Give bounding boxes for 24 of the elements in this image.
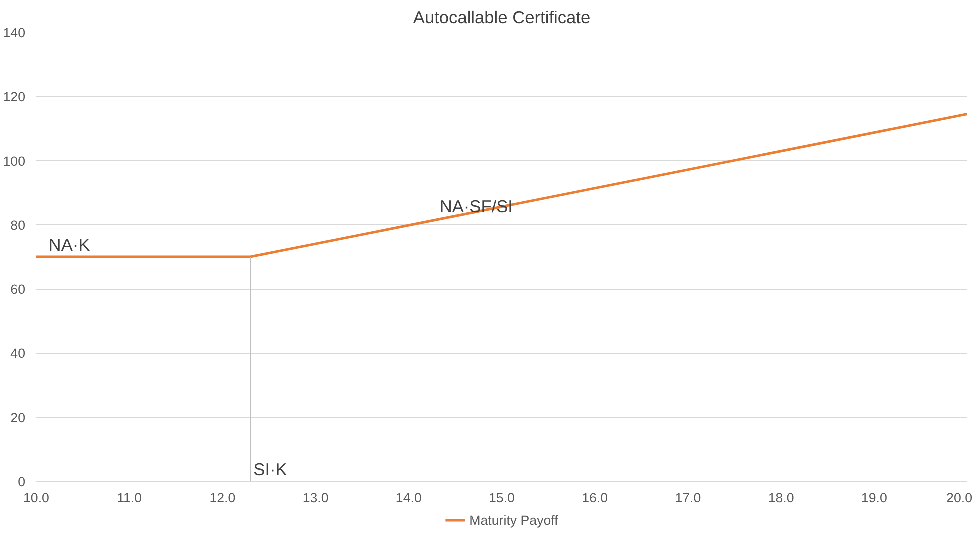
annotation: SI·K [254, 460, 288, 480]
y-tick-label: 140 [3, 26, 26, 40]
x-tick-label: 16.0 [582, 490, 608, 506]
y-tick-label: 0 [18, 474, 26, 490]
y-tick-label: 80 [10, 218, 26, 233]
x-tick-label: 10.0 [24, 490, 50, 506]
x-tick-label: 20.0 [946, 490, 972, 506]
x-tick-label: 12.0 [210, 490, 236, 506]
annotation: NA·K [48, 235, 91, 255]
x-tick-label: 18.0 [768, 490, 794, 506]
y-tick-label: 120 [3, 90, 26, 105]
x-tick-label: 11.0 [117, 490, 142, 506]
y-tick-label: 20 [10, 410, 26, 426]
chart-title: Autocallable Certificate [413, 8, 591, 28]
x-tick-label: 15.0 [489, 490, 515, 506]
y-tick-label: 60 [10, 282, 26, 298]
x-tick-label: 13.0 [302, 490, 329, 506]
annotation: NA·SF/SI [440, 196, 513, 217]
x-tick-label: 14.0 [396, 490, 422, 506]
y-tick-label: 40 [10, 346, 26, 362]
x-tick-label: 19.0 [861, 490, 888, 506]
legend-label: Maturity Payoff [470, 512, 558, 528]
y-tick-label: 100 [3, 154, 26, 169]
x-tick-label: 17.0 [675, 490, 702, 506]
